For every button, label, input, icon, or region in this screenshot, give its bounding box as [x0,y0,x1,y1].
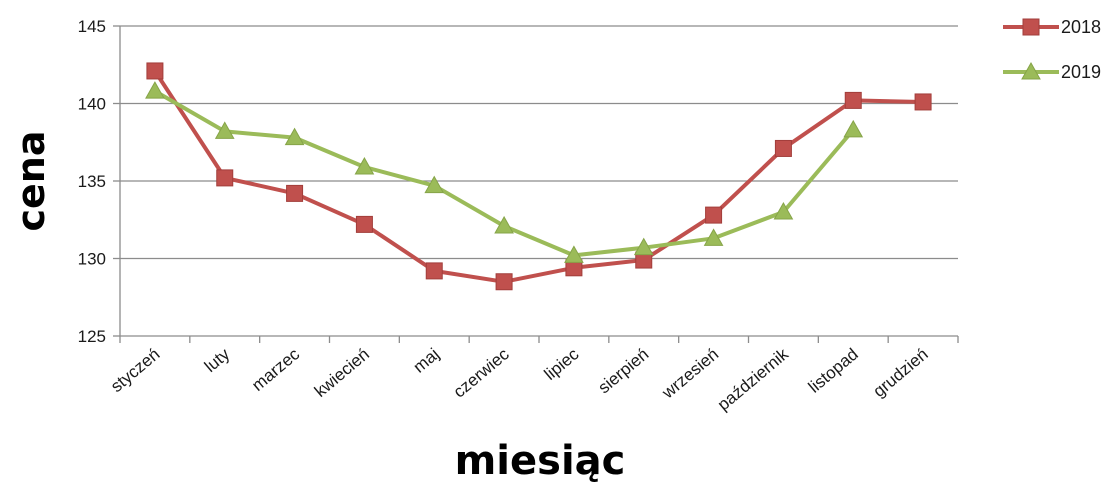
y-tick-label: 130 [78,250,106,269]
x-tick-label: wrzesień [658,345,722,403]
x-tick-label: grudzień [869,345,931,401]
data-point-2019 [703,228,724,246]
data-point-2019 [773,201,794,220]
data-point-2018 [216,169,234,187]
data-point-2018 [355,215,373,233]
y-tick-label: 145 [78,17,106,36]
x-tick-label: kwiecień [311,345,373,401]
x-tick-label: styczeń [107,345,163,397]
gridlines [120,25,958,260]
data-point-2018 [914,93,932,111]
x-tick-label: czerwiec [450,344,513,401]
x-tick-labels: styczeń luty marzec kwiecień maj czerwiec lipi… [107,344,932,414]
legend-marker-2019 [1021,61,1041,80]
data-point-2018 [495,273,513,291]
data-point-2019 [564,245,584,263]
data-point-2019 [354,157,375,175]
data-point-2019 [145,81,165,99]
data-point-2018 [844,91,862,109]
y-tick-labels: 125 130 135 140 145 [78,17,106,346]
series [145,62,932,291]
data-point-2018 [425,262,443,280]
legend-marker-2018 [1022,18,1040,36]
x-tick-label: luty [201,344,234,376]
data-point-2018 [146,62,164,80]
data-point-2019 [424,175,445,194]
data-point-2018 [705,206,723,224]
axes [113,25,959,343]
x-axis-title: miesiąc [455,438,626,482]
x-tick-label: listopad [805,345,862,397]
data-point-2019 [843,119,864,138]
data-point-2018 [286,184,304,202]
legend-label-2019: 2019 [1061,62,1101,82]
x-tick-label: marzec [248,344,303,395]
y-tick-label: 135 [78,172,106,191]
x-tick-label: sierpień [594,345,652,398]
legend: 2018 2019 [1003,17,1101,82]
x-tick-label: lipiec [541,344,583,384]
data-point-2019 [214,121,235,139]
x-tick-label: maj [410,345,443,377]
data-point-2018 [774,139,792,157]
data-point-2019 [494,215,514,234]
y-tick-label: 125 [78,327,106,346]
y-tick-label: 140 [78,95,106,114]
y-axis-title: cena [9,131,53,232]
data-point-2019 [284,127,305,146]
series-line-2018 [153,69,924,284]
legend-label-2018: 2018 [1061,17,1101,37]
x-tick-label: październik [714,344,792,414]
data-point-2019 [633,237,654,256]
